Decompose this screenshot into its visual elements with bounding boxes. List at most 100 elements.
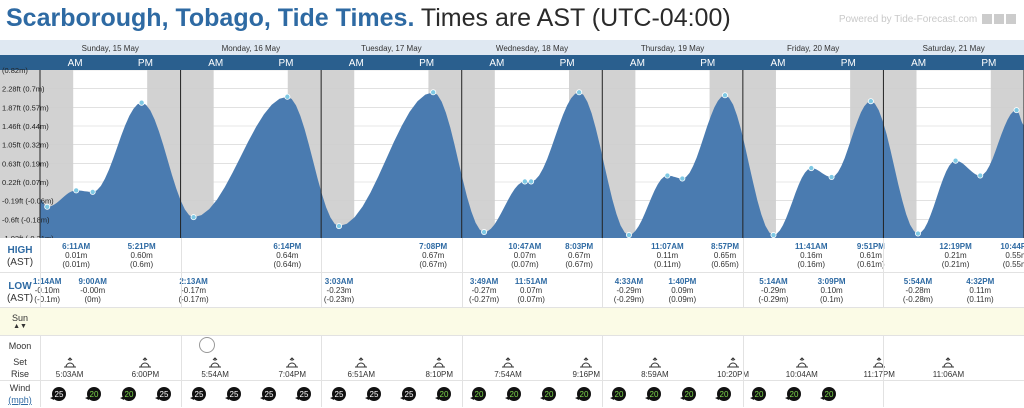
location-title: Scarborough, Tobago, Tide Times. xyxy=(6,4,415,32)
y-tick-label: (0.82m) xyxy=(2,66,28,75)
tide-point xyxy=(770,232,777,238)
moon-label: Moon xyxy=(8,341,32,351)
tide-area xyxy=(40,92,1024,238)
svg-text:20: 20 xyxy=(755,390,764,399)
day-label: Monday, 16 May xyxy=(222,44,281,53)
wind-icon: 25 xyxy=(224,385,242,403)
wind-unit-link[interactable]: (mph) xyxy=(8,395,32,405)
low-tide-entry: 3:03AM -0.23m (-0.23m) xyxy=(323,277,355,304)
svg-text:20: 20 xyxy=(615,390,624,399)
moonrise-icon xyxy=(63,356,77,368)
sun-toggle-icon: ▲▼ xyxy=(13,323,27,330)
svg-text:20: 20 xyxy=(475,390,484,399)
sun-label[interactable]: Sun ▲▼ xyxy=(0,308,40,335)
tide-point xyxy=(73,187,80,194)
am-label: AM xyxy=(911,58,926,69)
svg-text:20: 20 xyxy=(90,390,99,399)
powered-by[interactable]: Powered by Tide-Forecast.com xyxy=(839,14,1016,25)
wind-icon: 20 xyxy=(504,385,522,403)
tide-point xyxy=(828,174,835,181)
twitter-icon[interactable] xyxy=(1006,14,1016,25)
high-tide-entry: 5:21PM 0.60m (0.6m) xyxy=(127,242,156,269)
tide-point xyxy=(721,92,728,99)
high-tide-entry: 8:03PM 0.67m (0.67m) xyxy=(565,242,594,269)
moonrise-icon xyxy=(872,356,886,368)
low-label: LOW (AST) xyxy=(6,281,34,304)
svg-text:25: 25 xyxy=(195,390,204,399)
tide-point xyxy=(1013,107,1020,114)
wind-icon: 25 xyxy=(399,385,417,403)
moonrise-icon xyxy=(795,356,809,368)
wind-icon: 20 xyxy=(469,385,487,403)
am-label: AM xyxy=(630,58,645,69)
y-tick-label: 1.87ft (0.57m) xyxy=(2,103,49,112)
moonrise-icon xyxy=(501,356,515,368)
tide-point xyxy=(138,99,145,106)
tide-point xyxy=(867,98,874,105)
share-icon[interactable] xyxy=(982,14,992,25)
y-tick-label: -1.02ft (-0.31m) xyxy=(2,234,54,238)
high-label: HIGH (AST) xyxy=(6,245,34,268)
wind-icon: 20 xyxy=(819,385,837,403)
svg-text:20: 20 xyxy=(685,390,694,399)
facebook-icon[interactable] xyxy=(994,14,1004,25)
moonrise-icon xyxy=(726,356,740,368)
high-tide-entry: 6:11AM 0.01m (0.01m) xyxy=(62,242,91,269)
y-tick-label: 0.63ft (0.19m) xyxy=(2,159,49,168)
svg-text:25: 25 xyxy=(370,390,379,399)
svg-text:20: 20 xyxy=(440,390,449,399)
am-label: AM xyxy=(771,58,786,69)
day-label: Thursday, 19 May xyxy=(641,44,704,53)
svg-text:20: 20 xyxy=(650,390,659,399)
tide-point xyxy=(528,178,535,185)
svg-text:25: 25 xyxy=(335,390,344,399)
low-tide-entry: 5:54AM -0.28m (-0.28m) xyxy=(902,277,934,304)
high-tide-entry: 8:57PM 0.65m (0.65m) xyxy=(710,242,739,269)
wind-icon: 25 xyxy=(154,385,172,403)
wind-icon: 20 xyxy=(714,385,732,403)
sun-row xyxy=(0,308,1024,335)
svg-text:25: 25 xyxy=(265,390,274,399)
day-label: Wednesday, 18 May xyxy=(496,44,568,53)
tide-point xyxy=(679,175,686,182)
tide-point xyxy=(625,232,632,238)
moonrise-time: 5:03AM xyxy=(55,370,84,379)
moonrise-icon xyxy=(208,356,222,368)
svg-text:25: 25 xyxy=(230,390,239,399)
tide-point xyxy=(336,223,343,230)
am-label: AM xyxy=(68,58,83,69)
day-header-bg xyxy=(0,40,1024,55)
moonrise-icon xyxy=(941,356,955,368)
low-tide-entry: 4:32PM 0.11m (0.11m) xyxy=(966,277,995,304)
day-label: Sunday, 15 May xyxy=(82,44,139,53)
tide-point xyxy=(977,172,984,179)
pm-label: PM xyxy=(841,58,856,69)
tide-point xyxy=(44,203,51,210)
moonrise-icon xyxy=(354,356,368,368)
moonrise-time: 11:06AM xyxy=(932,370,965,379)
high-tide-entry: 6:14PM 0.64m (0.64m) xyxy=(273,242,302,269)
tide-point xyxy=(481,229,488,236)
wind-icon: 20 xyxy=(749,385,767,403)
moonrise-time: 5:54AM xyxy=(201,370,229,379)
svg-text:20: 20 xyxy=(790,390,799,399)
low-tide-entry: 9:00AM -0.00m (0m) xyxy=(78,277,107,304)
y-tick-label: -0.19ft (-0.06m) xyxy=(2,197,54,206)
pm-label: PM xyxy=(560,58,575,69)
wind-label: Wind (mph) xyxy=(8,383,32,405)
moonrise-time: 7:54AM xyxy=(494,370,522,379)
svg-text:20: 20 xyxy=(510,390,519,399)
moonrise-time: 6:00PM xyxy=(131,370,160,379)
tide-point xyxy=(576,89,583,96)
timezone-note: Times are AST (UTC-04:00) xyxy=(414,4,731,32)
wind-icon: 25 xyxy=(294,385,312,403)
rise-label: Rise xyxy=(10,369,29,379)
pm-label: PM xyxy=(419,58,434,69)
ampm-header-bg xyxy=(0,55,1024,70)
svg-text:25: 25 xyxy=(55,390,64,399)
wind-icon: 20 xyxy=(784,385,802,403)
divider xyxy=(0,335,1024,336)
moonrise-time: 8:10PM xyxy=(425,370,454,379)
tide-point xyxy=(808,165,815,172)
svg-text:20: 20 xyxy=(720,390,729,399)
